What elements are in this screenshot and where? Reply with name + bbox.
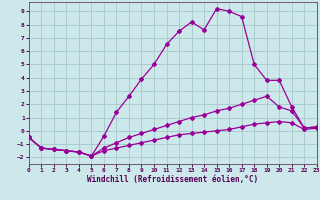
- X-axis label: Windchill (Refroidissement éolien,°C): Windchill (Refroidissement éolien,°C): [87, 175, 258, 184]
